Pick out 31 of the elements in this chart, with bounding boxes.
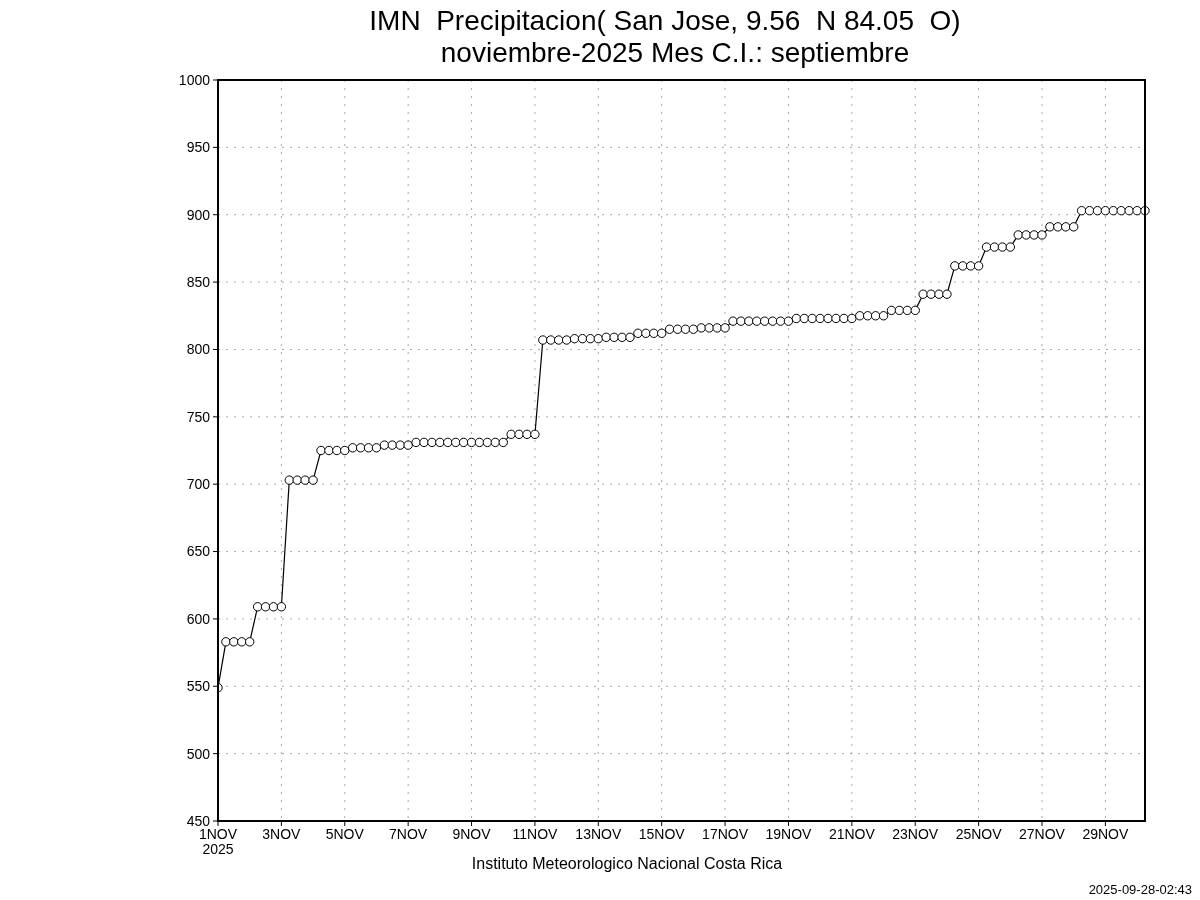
- x-tick-label: 21NOV: [828, 826, 876, 842]
- y-tick-label: 1000: [178, 71, 211, 88]
- y-tick-label: 550: [186, 678, 211, 695]
- x-tick-label: 19NOV: [765, 826, 813, 842]
- y-tick-label: 600: [186, 610, 211, 627]
- x-tick-label: 3NOV: [262, 826, 302, 842]
- x-tick-label: 27NOV: [1019, 826, 1066, 842]
- y-tick-label: 700: [186, 476, 211, 493]
- chart-title: IMN Precipitacion( San Jose, 9.56 N 84.05 O): [369, 5, 961, 36]
- y-tick-label: 500: [186, 745, 211, 762]
- y-tick-label: 900: [186, 206, 211, 223]
- x-tick-label: 25NOV: [955, 826, 1003, 842]
- x-tick-label: 11NOV: [512, 826, 559, 842]
- x-tick-label: 7NOV: [389, 826, 428, 842]
- text: 2025-09-28-02:43: [1088, 882, 1192, 897]
- chart-subtitle: noviembre-2025 Mes C.I.: septiembre: [440, 37, 910, 68]
- x-tick-label: 15NOV: [638, 826, 686, 842]
- x-tick-label: 5NOV: [325, 826, 365, 842]
- y-tick-label: 750: [186, 408, 211, 425]
- x-tick-label: 1NOV 2025: [198, 826, 238, 857]
- y-tick-label: 950: [186, 139, 211, 156]
- y-tick-label: 850: [186, 273, 211, 290]
- text: Instituto Meteorologico Nacional Costa Rica: [471, 855, 783, 872]
- x-tick-label: 17NOV: [702, 826, 749, 842]
- x-tick-label: 29NOV: [1082, 826, 1129, 842]
- x-tick-label: 13NOV: [575, 826, 622, 842]
- x-tick-label: 23NOV: [892, 826, 939, 842]
- y-tick-label: 450: [186, 812, 211, 829]
- y-tick-label: 800: [186, 341, 211, 358]
- y-tick-label: 650: [186, 543, 211, 560]
- x-tick-label: 9NOV: [452, 826, 492, 842]
